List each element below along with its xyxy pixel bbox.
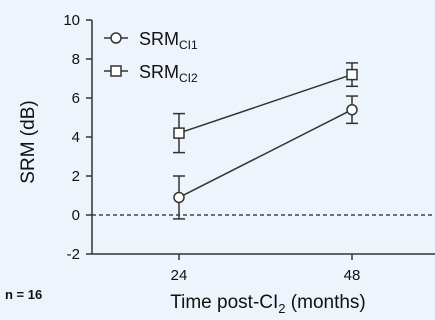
legend-label-ci1: SRMCI1 xyxy=(139,29,198,52)
data-point-circle xyxy=(346,103,358,116)
series-ci1 xyxy=(173,95,358,220)
y-tick-label: 4 xyxy=(72,129,80,146)
legend-subscript-ci1: CI1 xyxy=(179,38,198,52)
data-point-square xyxy=(173,127,185,139)
series-line xyxy=(178,73,353,134)
y-tick-label: 10 xyxy=(63,12,80,29)
sample-size-note: n = 16 xyxy=(5,287,42,302)
x-tick-label: 24 xyxy=(171,267,188,284)
series-ci2 xyxy=(173,62,358,154)
legend-item-srm-ci1: SRMCI1 xyxy=(104,29,198,52)
legend-label-ci2: SRMCI2 xyxy=(139,62,198,85)
series-line xyxy=(178,109,353,199)
x-axis-label-main: Time post-CI xyxy=(170,292,278,313)
x-tick-label: 48 xyxy=(344,267,361,284)
legend-subscript-ci2: CI2 xyxy=(179,71,198,85)
data-point-square xyxy=(346,68,358,81)
legend-item-srm-ci2: SRMCI2 xyxy=(104,62,198,85)
y-tick-label: 8 xyxy=(72,51,80,68)
x-axis-label-subscript: 2 xyxy=(278,301,285,316)
legend-name-ci1: SRM xyxy=(139,29,179,49)
chart-legend: SRMCI1 SRMCI2 xyxy=(104,29,198,85)
legend-name-ci2: SRM xyxy=(139,62,179,82)
y-tick-label: 2 xyxy=(72,168,80,185)
y-tick-label: 0 xyxy=(72,207,80,224)
x-axis-label: Time post-CI2 (months) xyxy=(170,292,366,316)
data-point-circle xyxy=(173,191,185,204)
x-axis-label-suffix: (months) xyxy=(286,292,366,313)
y-tick-label: 6 xyxy=(72,90,80,107)
y-tick-label: -2 xyxy=(67,246,80,263)
legend-circle-marker xyxy=(110,32,122,44)
y-axis-label: SRM (dB) xyxy=(18,100,39,183)
legend-square-marker xyxy=(110,65,122,77)
